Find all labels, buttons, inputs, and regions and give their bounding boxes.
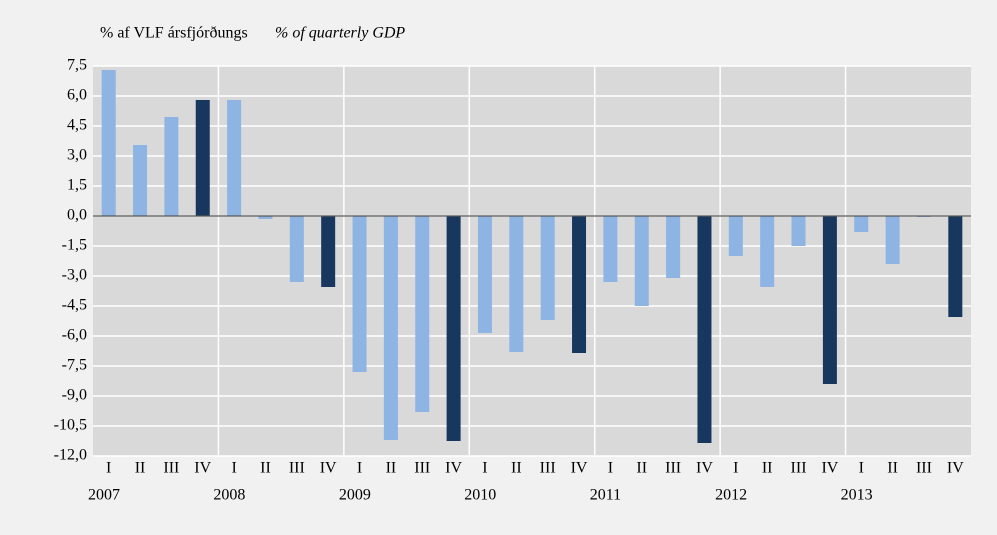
- bar: [133, 145, 148, 216]
- x-tick-label: IV: [320, 460, 337, 477]
- x-tick-label: IV: [696, 460, 713, 477]
- y-tick-label: -12,0: [54, 447, 87, 464]
- year-label: 2007: [88, 487, 120, 504]
- bar: [603, 216, 618, 282]
- bar: [227, 100, 242, 216]
- x-tick-label: II: [887, 460, 898, 477]
- y-tick-label: 3,0: [67, 147, 87, 164]
- bar: [885, 216, 900, 264]
- x-tick-label: III: [665, 460, 681, 477]
- y-tick-label: -3,0: [62, 267, 87, 284]
- year-label: 2010: [464, 487, 496, 504]
- x-tick-label: I: [106, 460, 111, 477]
- x-tick-label: II: [762, 460, 773, 477]
- y-tick-label: -9,0: [62, 387, 87, 404]
- bar: [666, 216, 681, 278]
- y-tick-label: -7,5: [62, 357, 87, 374]
- x-tick-label: III: [414, 460, 430, 477]
- bar: [289, 216, 304, 282]
- x-tick-label: IV: [194, 460, 211, 477]
- x-tick-label: I: [357, 460, 362, 477]
- x-tick-label: I: [733, 460, 738, 477]
- bar: [791, 216, 806, 246]
- bar: [822, 216, 837, 384]
- bar: [509, 216, 524, 352]
- x-tick-label: IV: [947, 460, 964, 477]
- x-tick-label: I: [859, 460, 864, 477]
- bar: [572, 216, 587, 353]
- bar: [948, 216, 963, 317]
- bar: [258, 216, 273, 219]
- x-tick-label: III: [540, 460, 556, 477]
- bar: [383, 216, 398, 440]
- year-label: 2008: [213, 487, 245, 504]
- y-tick-label: 1,5: [67, 177, 87, 194]
- bar: [697, 216, 712, 443]
- bar: [728, 216, 743, 256]
- year-label: 2009: [339, 487, 371, 504]
- x-tick-label: II: [260, 460, 271, 477]
- bar: [477, 216, 492, 333]
- year-label: 2011: [590, 487, 621, 504]
- bar: [195, 100, 210, 216]
- x-tick-label: III: [791, 460, 807, 477]
- bar: [760, 216, 775, 287]
- x-tick-label: III: [916, 460, 932, 477]
- x-tick-label: IV: [445, 460, 462, 477]
- plot-area: [93, 66, 971, 456]
- y-tick-label: 6,0: [67, 87, 87, 104]
- bar: [415, 216, 430, 412]
- y-tick-label: -4,5: [62, 297, 87, 314]
- x-tick-label: II: [135, 460, 146, 477]
- bar: [634, 216, 649, 306]
- bar: [101, 70, 116, 216]
- bar: [540, 216, 555, 320]
- bar: [352, 216, 367, 372]
- x-tick-label: I: [231, 460, 236, 477]
- bar: [164, 117, 179, 216]
- x-tick-label: II: [386, 460, 397, 477]
- chart-title: % af VLF ársfjórðungs: [100, 25, 248, 42]
- x-tick-label: II: [511, 460, 522, 477]
- y-tick-label: 0,0: [67, 207, 87, 224]
- y-tick-label: 4,5: [67, 117, 87, 134]
- y-tick-label: -6,0: [62, 327, 87, 344]
- x-tick-label: IV: [821, 460, 838, 477]
- bar: [321, 216, 336, 287]
- x-tick-label: I: [482, 460, 487, 477]
- x-tick-label: I: [608, 460, 613, 477]
- y-tick-label: -10,5: [54, 417, 87, 434]
- bar: [854, 216, 869, 232]
- x-tick-label: II: [636, 460, 647, 477]
- year-label: 2013: [841, 487, 873, 504]
- y-tick-label: -1,5: [62, 237, 87, 254]
- bar: [446, 216, 461, 441]
- chart-subtitle: % of quarterly GDP: [275, 25, 405, 42]
- y-tick-label: 7,5: [67, 57, 87, 74]
- year-label: 2012: [715, 487, 747, 504]
- x-tick-label: III: [289, 460, 305, 477]
- x-tick-label: III: [163, 460, 179, 477]
- x-tick-label: IV: [571, 460, 588, 477]
